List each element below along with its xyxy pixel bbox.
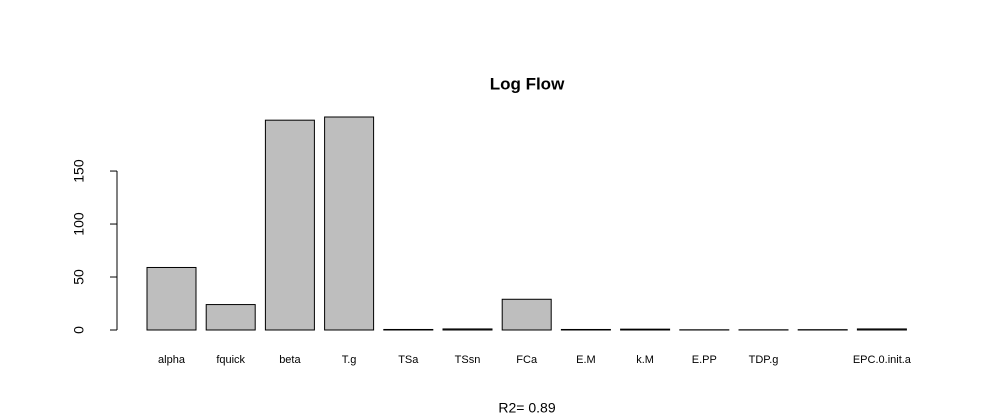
y-tick-label: 150 <box>71 159 87 183</box>
bar <box>856 328 907 331</box>
bar <box>205 304 256 331</box>
bar <box>383 328 434 331</box>
chart-subtitle: R2= 0.89 <box>498 400 555 416</box>
x-tick-label: EPC.0.init.a <box>853 354 912 366</box>
bar <box>560 328 611 331</box>
x-tick-label: TSsn <box>455 354 481 366</box>
bar <box>324 116 375 331</box>
x-tick-label: E.M <box>576 354 596 366</box>
x-tick-label: E.PP <box>692 354 717 366</box>
bar <box>146 266 197 331</box>
x-tick-label: FCa <box>516 354 538 366</box>
bar <box>264 119 315 331</box>
x-tick-label: alpha <box>158 354 186 366</box>
bar <box>501 298 552 331</box>
x-tick-label: beta <box>279 354 301 366</box>
x-tick-label: T.g <box>342 354 357 366</box>
x-tick-label: fquick <box>216 354 245 366</box>
y-tick-label: 0 <box>71 326 87 334</box>
x-tick-label: k.M <box>636 354 654 366</box>
y-tick-label: 100 <box>71 212 87 236</box>
bar <box>620 328 671 331</box>
y-tick-label: 50 <box>71 269 87 285</box>
x-tick-label: TSa <box>398 354 419 366</box>
chart-title: Log Flow <box>490 74 565 93</box>
bar <box>442 328 493 331</box>
x-tick-label: TDP.g <box>749 354 779 366</box>
